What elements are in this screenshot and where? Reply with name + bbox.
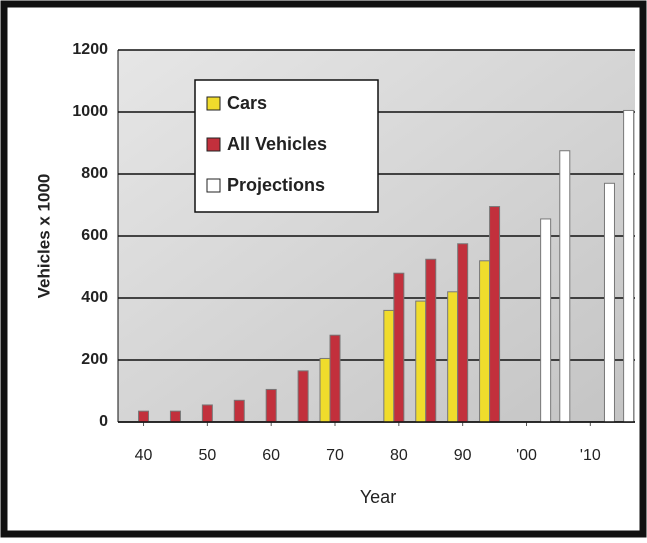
bar: [394, 273, 404, 422]
bar: [298, 371, 308, 422]
bar: [384, 310, 394, 422]
x-tick-label: 90: [454, 447, 472, 464]
bar: [426, 259, 436, 422]
y-tick-label: 0: [99, 413, 108, 430]
bar: [170, 411, 180, 422]
y-axis-label: Vehicles x 1000: [34, 174, 53, 299]
legend-swatch: [207, 97, 220, 110]
x-tick-label: 40: [135, 447, 153, 464]
bar: [330, 335, 340, 422]
x-tick-label: 50: [198, 447, 216, 464]
x-tick-label: 70: [326, 447, 344, 464]
x-tick-label: '10: [580, 447, 601, 464]
bar: [624, 110, 634, 422]
bar: [490, 207, 500, 422]
bar: [416, 301, 426, 422]
chart: Vehicles x 1000 Year 0 200 400 600 800 1000 12…: [0, 0, 647, 538]
y-tick-label: 600: [81, 227, 108, 244]
bar: [480, 261, 490, 422]
x-tick-label: 80: [390, 447, 408, 464]
x-tick-label: 60: [262, 447, 280, 464]
bar: [139, 411, 149, 422]
y-tick-label: 1200: [72, 41, 108, 58]
bar: [541, 219, 551, 422]
legend-label: Projections: [227, 175, 325, 195]
y-tick-label: 200: [81, 351, 108, 368]
bar: [320, 358, 330, 422]
x-axis-label: Year: [360, 487, 396, 507]
bar: [604, 183, 614, 422]
legend-swatch: [207, 138, 220, 151]
bar: [234, 400, 244, 422]
bar: [458, 244, 468, 422]
legend-label: Cars: [227, 93, 267, 113]
legend-label: All Vehicles: [227, 134, 327, 154]
bar: [448, 292, 458, 422]
bar: [560, 151, 570, 422]
x-tick-label: '00: [516, 447, 537, 464]
legend-swatch: [207, 179, 220, 192]
y-tick-label: 1000: [72, 103, 108, 120]
y-tick-label: 800: [81, 165, 108, 182]
y-tick-label: 400: [81, 289, 108, 306]
bar: [266, 389, 276, 422]
page: {"chart_data": { "type": "bar", "x_label…: [0, 0, 647, 538]
bar: [202, 405, 212, 422]
